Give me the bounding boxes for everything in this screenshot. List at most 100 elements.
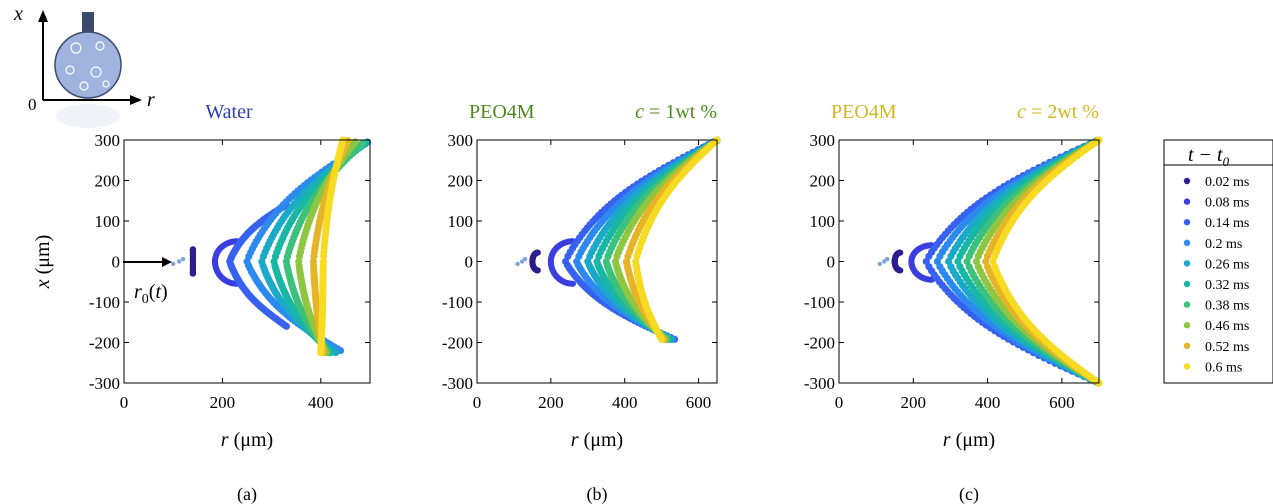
y-tick-label: 300: [810, 131, 836, 150]
x-tick-label: 0: [120, 393, 129, 412]
legend-marker: [1183, 342, 1191, 349]
y-tick-label: -100: [804, 293, 835, 312]
inset-r-label: r: [147, 89, 155, 111]
r0-arrowhead: [162, 257, 172, 267]
panel-3: 0 200 400 600 -300 -200 -100 0 100 200 300 r (μm) PE…: [804, 101, 1103, 504]
panel-title: PEO4M: [831, 101, 897, 123]
y-tick-label: -300: [804, 374, 835, 393]
legend-entry: 0.08 ms: [1205, 196, 1249, 211]
free-particle: [519, 259, 525, 264]
series-2: [908, 242, 935, 283]
series-1: [529, 249, 541, 274]
legend-entry: 0.6 ms: [1205, 360, 1242, 375]
panel-2: 0 200 400 600 -300 -200 -100 0 100 200 300 r (μm) PE…: [442, 101, 721, 504]
free-particle: [171, 261, 176, 267]
r0-label: r0(t): [134, 281, 168, 307]
y-axis-label: x (μm): [32, 235, 54, 290]
free-particle: [522, 256, 528, 262]
series-1: [891, 249, 904, 274]
y-tick-label: 200: [810, 172, 836, 191]
x-tick-label: 200: [538, 393, 564, 412]
legend-marker: [1183, 198, 1191, 205]
x-tick-label: 600: [1049, 393, 1075, 412]
panel-label: (b): [587, 484, 608, 504]
data-points: [171, 136, 372, 357]
data-point: [897, 249, 904, 256]
legend-entry: 0.38 ms: [1205, 299, 1249, 314]
legend-entry: 0.26 ms: [1205, 257, 1249, 272]
x-tick-label: 400: [308, 393, 334, 412]
y-tick-label: 100: [448, 212, 474, 231]
data-point: [332, 349, 340, 357]
inset-x-label: x: [13, 3, 23, 25]
legend-marker: [1183, 177, 1191, 185]
series-10: [317, 136, 347, 357]
free-particle: [885, 256, 890, 262]
data-point: [359, 139, 367, 147]
y-tick-label: 300: [95, 131, 121, 150]
y-tick-label: -300: [442, 374, 473, 393]
legend-marker: [1183, 280, 1191, 288]
data-point: [189, 246, 196, 253]
inset-r-arrowhead: [130, 95, 142, 105]
series-2: [547, 238, 576, 287]
needle: [82, 12, 94, 34]
y-tick-label: -200: [804, 334, 835, 353]
y-tick-label: -200: [89, 334, 120, 353]
legend-entry: 0.46 ms: [1205, 319, 1249, 334]
legend-entry: 0.32 ms: [1205, 278, 1249, 293]
data-point: [351, 138, 359, 146]
panel-title: Water: [205, 101, 253, 123]
legend-title: t − t0: [1188, 144, 1230, 169]
y-tick-label: 100: [95, 212, 121, 231]
inset-origin-label: 0: [28, 95, 37, 114]
series-1: [189, 246, 196, 277]
series-10: [632, 136, 721, 343]
panel-label: (c): [959, 484, 979, 504]
inset-schematic: x r 0: [13, 3, 155, 128]
data-point: [570, 280, 576, 287]
inset-x-arrowhead: [38, 10, 48, 22]
x-tick-label: 0: [835, 393, 844, 412]
r0-annotation: r0(t): [123, 257, 172, 307]
y-tick-label: -100: [89, 293, 120, 312]
legend-marker: [1183, 260, 1191, 267]
free-particle: [515, 261, 520, 267]
x-axis-label: r (μm): [943, 429, 995, 451]
y-tick-label: -100: [442, 293, 473, 312]
x-tick-label: 600: [686, 393, 712, 412]
droplet-particles: [65, 41, 110, 91]
data-point: [282, 322, 290, 330]
panels: 0 200 400 -300 -200 -100 0 100 200 300 r (μm) x (μm…: [32, 101, 1103, 504]
y-tick-label: 100: [810, 212, 836, 231]
legend-marker: [1183, 219, 1191, 226]
legend-entry: 0.2 ms: [1205, 237, 1242, 252]
legend-entries: 0.02 ms 0.08 ms 0.14 ms 0.2 ms 0.26 ms 0.32 m…: [1183, 175, 1249, 375]
panel-concentration: c = 1wt %: [635, 101, 717, 123]
legend: t − t0 0.02 ms 0.08 ms 0.14 ms 0.2 ms 0.26 m…: [1163, 139, 1273, 384]
legend-marker: [1183, 239, 1191, 246]
x-axis-label: r (μm): [571, 429, 623, 451]
y-tick-label: -300: [89, 374, 120, 393]
y-tick-label: 200: [448, 172, 474, 191]
x-tick-label: 400: [975, 393, 1001, 412]
legend-entry: 0.14 ms: [1205, 216, 1249, 231]
legend-entry: 0.52 ms: [1205, 340, 1249, 355]
panel-1: 0 200 400 -300 -200 -100 0 100 200 300 r (μm) x (μm…: [32, 101, 372, 504]
free-particle: [176, 259, 182, 264]
data-point: [534, 249, 541, 256]
y-tick-label: 300: [448, 131, 474, 150]
data-points: [515, 136, 721, 343]
data-point: [658, 335, 666, 343]
legend-marker: [1183, 301, 1191, 308]
x-tick-label: 200: [901, 393, 927, 412]
x-tick-label: 0: [473, 393, 482, 412]
free-particle: [877, 261, 883, 267]
series-2: [212, 238, 241, 287]
legend-box: [1163, 139, 1273, 384]
y-tick-label: 200: [95, 172, 121, 191]
panel-concentration: c = 2wt %: [1017, 101, 1099, 123]
data-points: [877, 136, 1103, 387]
free-particle: [882, 259, 887, 264]
